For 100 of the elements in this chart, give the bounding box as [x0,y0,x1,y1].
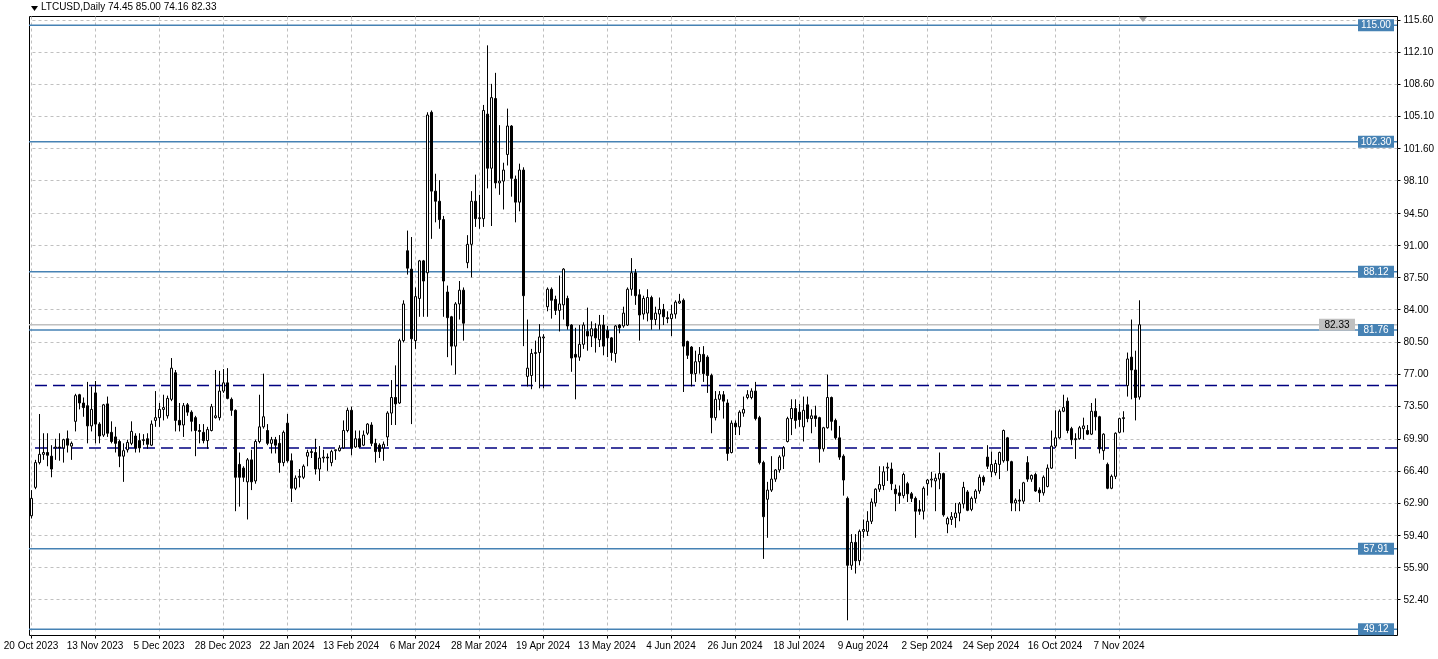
candlestick [462,286,465,342]
candlestick [646,288,649,322]
candlestick [946,516,949,534]
candlestick [86,381,89,444]
candlestick [738,409,741,436]
candlestick [954,502,957,529]
x-tick-label: 13 Feb 2024 [322,639,380,651]
candlestick [798,403,801,428]
y-tick-label: 108.60 [1403,78,1435,90]
candlestick [1034,472,1037,492]
x-tick-label: 20 Oct 2023 [3,639,59,651]
candlestick [782,445,785,470]
x-tick-label: 4 Jun 2024 [646,639,697,651]
x-tick-label: 28 Dec 2023 [194,639,252,651]
candlestick [1138,299,1141,401]
y-tick-label: 55.90 [1403,561,1429,573]
candlestick [58,432,61,462]
x-tick-label: 18 Jul 2024 [773,639,826,651]
candlestick [538,323,541,389]
y-tick-label: 66.40 [1403,465,1429,477]
y-tick-label: 52.40 [1403,593,1429,605]
candlestick [266,423,269,446]
candlestick [66,430,69,454]
y-tick-label: 105.10 [1403,110,1435,122]
x-tick-label: 7 Nov 2024 [1093,639,1146,651]
candlestick [158,402,161,428]
ref-line-label: 115.00 [1361,19,1392,31]
candlestick [194,415,197,457]
candlestick [670,304,673,337]
candlestick [154,390,157,428]
candlestick [470,190,473,278]
candlestick [578,324,581,362]
candlestick [510,125,513,198]
chart-title: LTCUSD,Daily 74.45 85.00 74.16 82.33 [41,0,217,12]
candlestick [50,444,53,478]
x-tick-label: 9 Aug 2024 [837,639,889,651]
candlestick [226,367,229,399]
candlestick [614,325,617,364]
candlestick [302,463,305,480]
candlestick [94,380,97,444]
candlestick [298,468,301,488]
candlestick [722,390,725,420]
candlestick [1002,430,1005,464]
candlestick [602,314,605,356]
candlestick [114,426,117,454]
candlestick [726,398,729,462]
candlestick [246,457,249,520]
candlestick [102,404,105,438]
x-tick-label: 26 Jun 2024 [707,639,763,651]
y-tick-label: 62.90 [1403,497,1429,509]
candlestick [926,479,929,497]
candlestick [46,432,49,467]
candlestick [410,236,413,425]
y-tick-label: 91.00 [1403,239,1429,251]
candlestick [550,286,553,320]
candlestick [542,333,545,389]
candlestick [922,485,925,520]
candlestick [1118,418,1121,433]
candlestick [278,434,281,474]
candlestick [502,162,505,210]
y-tick-label: 101.60 [1403,142,1435,154]
ref-line-label: 102.30 [1360,135,1392,147]
candlestick [606,325,609,358]
candlestick [574,327,577,400]
candlestick [818,417,821,464]
candlestick [306,449,309,467]
x-tick-label: 19 Apr 2024 [516,639,571,651]
y-tick-label: 77.00 [1403,368,1429,380]
candlestick [1022,482,1025,505]
candlestick [1090,402,1093,435]
candlestick [594,322,597,354]
ref-line-label: 82.33 [1324,318,1350,330]
x-tick-label: 22 Jan 2024 [259,639,315,651]
candlestick [130,420,133,446]
candlestick [54,438,57,461]
candlestick [802,396,805,443]
x-tick-label: 13 May 2024 [578,639,637,651]
candlestick [810,408,813,434]
candlestick [326,452,329,472]
candlestick [106,396,109,438]
candlestick [1026,455,1029,483]
candlestick [378,442,381,459]
candlestick [598,314,601,348]
candlestick [182,402,185,438]
candlestick [986,444,989,470]
candlestick [74,393,77,432]
candlestick [1082,417,1085,441]
y-tick-label: 80.50 [1403,336,1429,348]
y-tick-label: 94.50 [1403,207,1429,219]
y-tick-label: 98.10 [1403,174,1429,186]
candlestick [358,430,361,448]
candlestick [138,432,141,454]
x-tick-label: 6 Mar 2024 [389,639,441,651]
candlestick [854,533,857,575]
candlestick [674,299,677,320]
ref-line-label: 49.12 [1363,623,1389,635]
ref-line-label: 81.76 [1363,323,1389,335]
candlestick [702,345,705,383]
candlestick [698,346,701,375]
candlestick [1126,352,1129,398]
